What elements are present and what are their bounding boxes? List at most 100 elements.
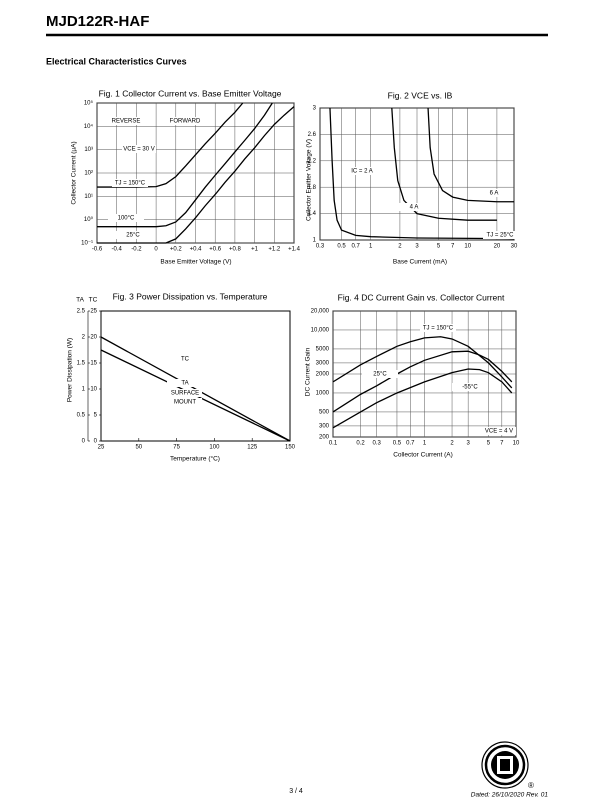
svg-text:®: ®	[528, 781, 534, 790]
x-tick-label: 125	[247, 445, 258, 451]
y-tick-label: 10	[90, 387, 97, 393]
curve-label: TC	[181, 357, 190, 363]
curve-label: 100°C	[118, 216, 135, 222]
x-axis-label: Base Emitter Voltage (V)	[160, 259, 231, 266]
figure-title: Fig. 1 Collector Current vs. Base Emitte…	[99, 88, 282, 98]
annotation: SURFACE	[171, 391, 199, 397]
curve-label: IC = 2 A	[351, 169, 373, 175]
annotation: TJ = 25°C	[487, 233, 515, 239]
label-bg	[168, 398, 202, 406]
x-tick-label: 0.5	[337, 244, 346, 250]
y-tick-label: 10⁻¹	[81, 241, 93, 247]
label-bg	[115, 231, 151, 239]
figure: Fig. 3 Power Dissipation vs. Temperature…	[67, 291, 296, 462]
y-tick-label: 10¹	[84, 194, 93, 200]
y-tick-label: 1.4	[308, 211, 317, 217]
y-tick-label: 1000	[316, 391, 330, 397]
curve	[329, 107, 515, 240]
x-tick-label: 5	[437, 244, 441, 250]
y-tick-label: 3	[313, 106, 317, 112]
y-axis-label: DC Current Gain	[305, 347, 312, 396]
x-tick-label: +1	[251, 247, 259, 253]
label-bg	[476, 189, 512, 197]
y-axis-title: TC	[89, 297, 98, 304]
x-tick-label: +0.8	[229, 247, 242, 253]
y-tick-label: 2000	[316, 372, 330, 378]
logo: ®	[481, 741, 534, 790]
curve-label: 6 A	[490, 191, 499, 197]
y-tick-label: 2.6	[308, 132, 317, 138]
page-number: 3 / 4	[289, 788, 303, 795]
x-tick-label: 5	[487, 441, 491, 447]
y2-tick-label: 0.5	[77, 413, 86, 419]
x-tick-label: 100	[209, 445, 220, 451]
x-tick-label: +0.4	[190, 247, 203, 253]
curve	[97, 102, 273, 228]
x-tick-label: 0.2	[356, 441, 365, 447]
y-tick-label: 5	[94, 413, 98, 419]
annotation: FORWARD	[170, 119, 201, 125]
label-bg	[362, 370, 398, 378]
y-tick-label: 300	[319, 423, 330, 429]
x-tick-label: -0.6	[92, 247, 103, 253]
curve	[332, 336, 513, 389]
y-axis-label: Collector Current (µA)	[71, 141, 78, 204]
annotation: VCE = 30 V	[123, 147, 155, 153]
x-tick-label: +1.4	[288, 247, 301, 253]
curve	[332, 350, 513, 413]
label-bg	[482, 427, 516, 435]
x-tick-label: 0.3	[372, 441, 381, 447]
x-tick-label: -0.2	[131, 247, 142, 253]
curve	[97, 102, 244, 188]
y-axis-label: Power Dissipation (W)	[67, 338, 74, 402]
label-bg	[122, 145, 156, 153]
x-tick-label: 10	[513, 441, 520, 447]
y2-axis-title: TA	[76, 297, 84, 304]
y-tick-label: 20	[90, 335, 97, 341]
curve-label: TJ = 150°C	[115, 181, 146, 187]
label-bg	[109, 117, 143, 125]
label-bg	[112, 179, 148, 187]
y-tick-label: 10⁴	[84, 123, 94, 130]
label-bg	[167, 355, 203, 363]
x-tick-label: 150	[285, 445, 296, 451]
y-tick-label: 200	[319, 435, 330, 441]
x-tick-label: 0	[154, 247, 158, 253]
y-tick-label: 1	[313, 238, 317, 244]
x-tick-label: 3	[466, 441, 470, 447]
x-tick-label: 50	[135, 445, 142, 451]
x-tick-label: +1.2	[268, 247, 281, 253]
x-tick-label: 0.7	[352, 244, 361, 250]
y-tick-label: 10⁵	[84, 100, 94, 107]
curve-label: TJ = 150°C	[423, 326, 454, 332]
y-tick-label: 3000	[316, 360, 330, 366]
figure-title: Fig. 2 VCE vs. IB	[388, 90, 453, 100]
header-title: MJD122R-HAF	[46, 13, 149, 30]
date-note: Dated: 26/10/2020 Rev. 01	[471, 792, 549, 799]
curve-label: -55°C	[462, 385, 478, 391]
y-tick-label: 10,000	[311, 328, 330, 334]
figure-title: Fig. 4 DC Current Gain vs. Collector Cur…	[338, 292, 505, 302]
label-bg	[483, 231, 517, 239]
label-bg	[452, 383, 488, 391]
x-tick-label: 7	[451, 244, 455, 250]
x-axis-label: Collector Current (A)	[393, 452, 453, 459]
curve-label: 25°C	[373, 372, 387, 378]
figure: Fig. 1 Collector Current vs. Base Emitte…	[71, 88, 301, 265]
label-bg	[344, 167, 380, 175]
x-tick-label: 10	[464, 244, 471, 250]
annotation: MOUNT	[174, 400, 196, 406]
y-tick-label: 10⁰	[84, 216, 94, 223]
annotation: REVERSE	[112, 119, 141, 125]
x-tick-label: +0.2	[170, 247, 183, 253]
label-bg	[108, 214, 144, 222]
y-tick-label: 20,000	[311, 309, 330, 315]
y-tick-label: 5000	[316, 347, 330, 353]
label-bg	[167, 379, 203, 387]
y-axis-label: Collector Emitter Voltage (V)	[306, 139, 313, 221]
y-tick-label: 25	[90, 309, 97, 315]
figure: Fig. 2 VCE vs. IB Base Current (mA) Collec…	[306, 90, 518, 265]
x-tick-label: 75	[173, 445, 180, 451]
